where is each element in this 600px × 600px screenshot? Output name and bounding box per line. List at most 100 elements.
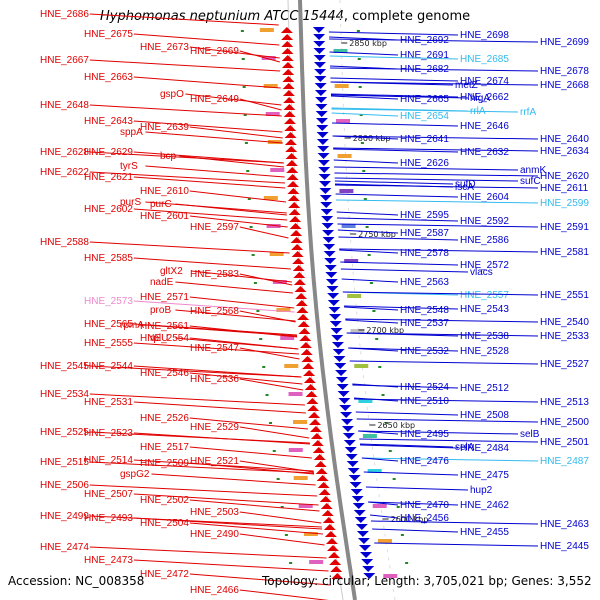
organism-name: Hyphomonas neptunium ATCC 15444: [100, 9, 344, 24]
left-gene-label: rpmA: [120, 320, 144, 331]
accession-text: Accession: NC_008358: [8, 574, 145, 588]
right-connector: [365, 486, 469, 491]
right-connector: [342, 291, 539, 296]
right-connector: [329, 55, 459, 60]
left-connector: [189, 499, 320, 512]
forward-gene-arrow: [353, 510, 366, 516]
left-gene-label: HNE_2545: [40, 361, 89, 372]
right-gene-label: vlacs: [470, 267, 493, 278]
forward-gene-arrow: [323, 244, 336, 250]
forward-gene-arrow: [322, 237, 335, 243]
tick-dot: [284, 534, 288, 536]
left-gene-label: HNE_2568: [190, 306, 239, 317]
forward-gene-arrow: [321, 223, 334, 229]
reverse-gene-arrow: [293, 272, 306, 278]
right-connector: [361, 457, 399, 462]
tick-dot: [388, 450, 392, 452]
reverse-gene-arrow: [281, 55, 294, 61]
left-gene-label: HNE_2517: [140, 442, 189, 453]
left-connector: [189, 372, 303, 385]
feature-block: [344, 259, 359, 263]
left-gene-label: HNE_2507: [84, 489, 133, 500]
feature-block: [280, 336, 295, 340]
right-connector: [331, 112, 399, 117]
left-gene-label: HNE_2536: [190, 374, 239, 385]
left-connector: [133, 176, 286, 189]
reverse-gene-arrow: [284, 139, 297, 145]
left-gene-label: proB: [150, 305, 171, 316]
tick-dot: [392, 478, 396, 480]
left-connector: [133, 401, 306, 414]
right-connector: [329, 38, 539, 43]
left-gene-label: nadE: [150, 277, 174, 288]
left-connector: [133, 342, 299, 355]
forward-gene-arrow: [314, 83, 327, 89]
forward-gene-arrow: [327, 300, 340, 306]
forward-gene-arrow: [336, 384, 349, 390]
right-gene-label: HNE_2532: [400, 346, 449, 357]
left-gene-label: HNE_2588: [40, 237, 89, 248]
right-connector: [336, 211, 399, 216]
forward-gene-arrow: [325, 272, 338, 278]
right-gene-label: HNE_2674: [460, 76, 509, 87]
right-connector: [355, 411, 459, 416]
reverse-gene-arrow: [298, 328, 311, 334]
tick-dot: [259, 338, 263, 340]
scale-tick-label: 2600 kbp: [391, 515, 429, 524]
reverse-gene-arrow: [295, 300, 308, 306]
right-gene-label: HNE_2462: [460, 500, 509, 511]
tick-dot: [356, 30, 360, 32]
left-connector: [189, 446, 312, 459]
reverse-gene-arrow: [305, 391, 318, 397]
forward-gene-arrow: [319, 195, 332, 201]
right-connector: [329, 65, 399, 70]
left-gene-label: HNE_2490: [190, 529, 239, 540]
left-connector: [133, 365, 302, 378]
right-gene-label: HNE_2685: [460, 54, 509, 65]
right-connector: [359, 443, 454, 448]
right-connector: [334, 180, 454, 185]
right-connector: [332, 135, 539, 140]
left-connector: [189, 296, 295, 309]
right-connector: [328, 31, 459, 36]
right-gene-label: iscA: [455, 182, 474, 193]
left-gene-label: HNE_2649: [190, 94, 239, 105]
right-gene-label: HNE_2611: [540, 183, 589, 194]
tick-dot: [243, 114, 247, 116]
left-connector: [89, 241, 290, 254]
forward-gene-arrow: [322, 230, 335, 236]
forward-gene-arrow: [348, 475, 361, 481]
left-connector: [133, 493, 319, 506]
forward-gene-arrow: [355, 524, 368, 530]
tick-dot: [385, 422, 389, 424]
left-connector: [175, 203, 287, 216]
feature-block: [333, 49, 348, 53]
forward-gene-arrow: [333, 356, 346, 362]
right-connector: [330, 67, 539, 72]
reverse-gene-arrow: [281, 62, 294, 68]
reverse-gene-arrow: [303, 377, 316, 383]
left-gene-label: HNE_2503: [190, 507, 239, 518]
forward-gene-arrow: [319, 181, 332, 187]
right-connector: [332, 122, 459, 127]
right-gene-label: HNE_2654: [400, 111, 449, 122]
right-gene-label: HNE_2455: [460, 527, 509, 538]
left-connector: [185, 93, 282, 106]
right-gene-label: HNE_2456: [400, 513, 449, 524]
right-gene-label: HNE_2501: [540, 437, 589, 448]
tick-dot: [372, 310, 376, 312]
forward-gene-arrow: [342, 433, 355, 439]
tick-dot: [262, 366, 266, 368]
left-connector: [133, 120, 283, 133]
left-gene-label: HNE_2523: [84, 428, 133, 439]
feature-block: [347, 294, 362, 298]
reverse-gene-arrow: [325, 538, 338, 544]
feature-block: [288, 448, 303, 452]
reverse-gene-arrow: [309, 426, 322, 432]
left-gene-label: HNE_2514: [84, 455, 133, 466]
left-gene-label: sppA: [120, 127, 143, 138]
right-connector: [337, 223, 539, 228]
forward-gene-arrow: [314, 69, 327, 75]
reverse-gene-arrow: [280, 27, 293, 33]
left-gene-label: HNE_2529: [190, 422, 239, 433]
